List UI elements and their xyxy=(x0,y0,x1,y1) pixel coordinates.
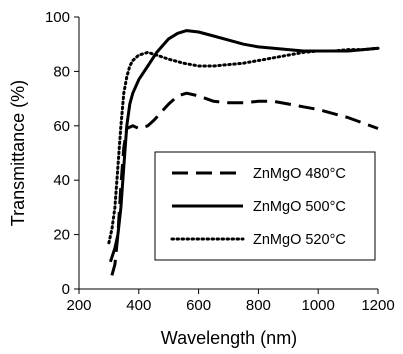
x-tick-label-600: 600 xyxy=(186,297,211,314)
legend: ZnMgO 480°C ZnMgO 500°C ZnMgO 520°C xyxy=(154,151,376,261)
y-tick-label-100: 100 xyxy=(45,9,70,26)
axes: 200 400 600 800 1000 1200 0 20 40 60 80 100 xyxy=(45,9,395,314)
y-tick-label-40: 40 xyxy=(53,172,70,189)
series-group xyxy=(107,29,380,276)
x-tick-label-1000: 1000 xyxy=(302,297,335,314)
x-tick-label-1200: 1200 xyxy=(361,297,394,314)
x-tick-label-200: 200 xyxy=(66,297,91,314)
legend-label-2: ZnMgO 500°C xyxy=(253,199,346,215)
y-axis-title: Transmittance (%) xyxy=(8,80,28,226)
y-tick-label-60: 60 xyxy=(53,118,70,135)
x-tick-label-800: 800 xyxy=(246,297,271,314)
legend-label-3: ZnMgO 520°C xyxy=(253,232,346,248)
x-axis-title: Wavelength (nm) xyxy=(161,328,297,348)
y-tick-label-80: 80 xyxy=(53,63,70,80)
y-tick-label-0: 0 xyxy=(62,281,70,298)
y-tick-label-20: 20 xyxy=(53,227,70,244)
x-tick-label-400: 400 xyxy=(126,297,151,314)
legend-label-1: ZnMgO 480°C xyxy=(253,166,346,182)
legend-box xyxy=(154,151,376,261)
series-line-3 xyxy=(107,46,380,245)
